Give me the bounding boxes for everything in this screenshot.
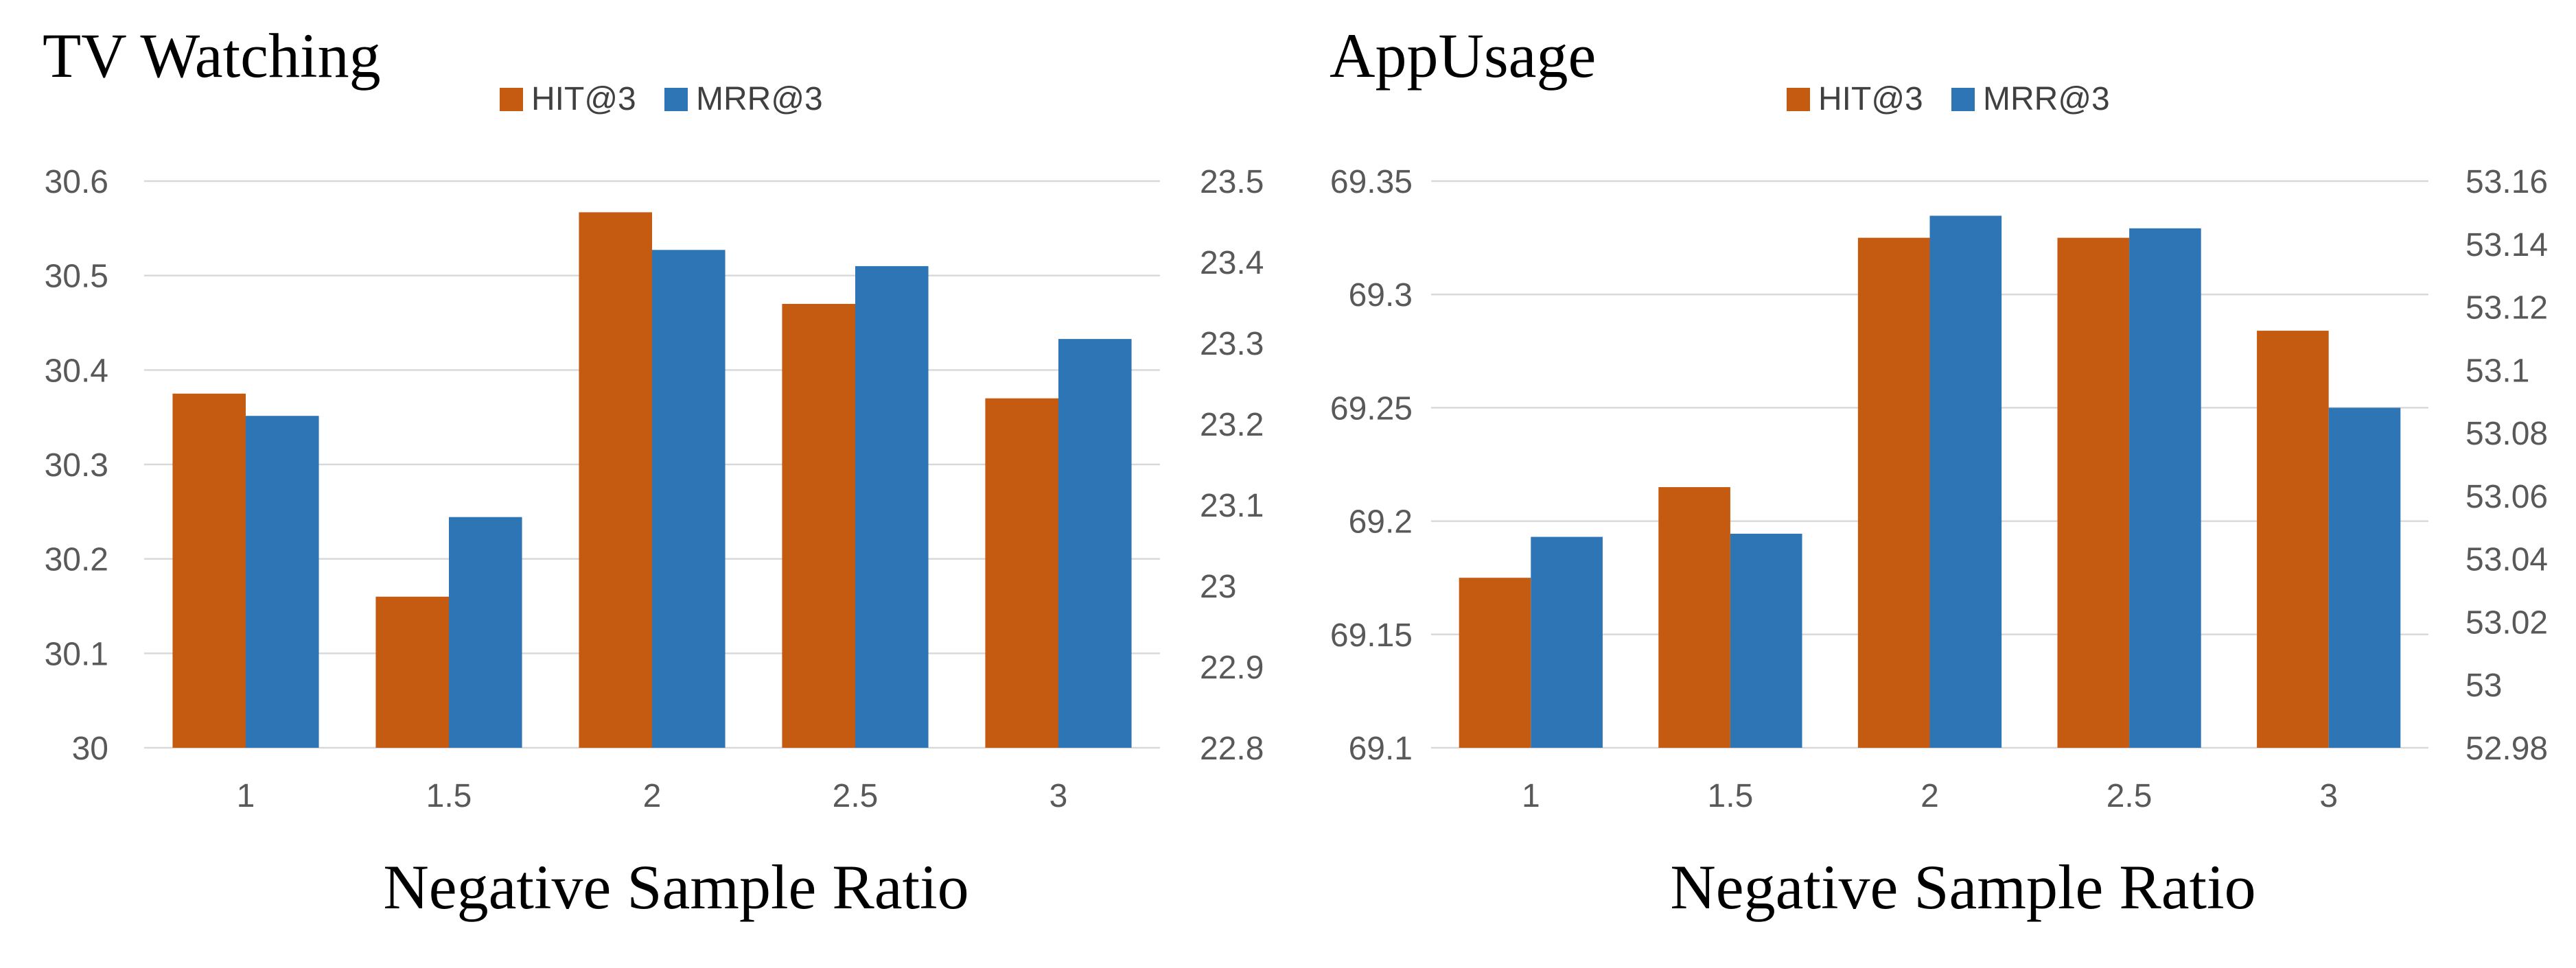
legend-swatch-mrr-at-3 <box>664 88 688 111</box>
legend-swatch-hit-at-3 <box>1787 88 1810 111</box>
y-left-tick-label: 30.5 <box>45 259 108 295</box>
y-left-tick-label: 69.35 <box>1330 164 1413 200</box>
y-left-tick-label: 69.3 <box>1349 277 1413 314</box>
bar-mrr-at-3-3 <box>2328 408 2401 748</box>
y-right-tick-label: 53.06 <box>2465 479 2548 515</box>
x-tick-label: 2.5 <box>2107 778 2153 814</box>
y-right-tick-label: 53.08 <box>2465 416 2548 452</box>
y-left-tick-label: 30 <box>72 731 108 767</box>
x-axis-label: Negative Sample Ratio <box>383 852 968 922</box>
y-right-tick-label: 22.9 <box>1200 650 1264 686</box>
y-right-tick-label: 22.8 <box>1200 731 1264 767</box>
x-tick-label: 1 <box>237 778 255 814</box>
y-left-tick-label: 30.1 <box>45 636 108 672</box>
y-right-tick-label: 53.14 <box>2465 227 2548 263</box>
bar-hit-at-3-2_5 <box>782 303 855 748</box>
y-left-tick-label: 30.3 <box>45 447 108 484</box>
y-left-tick-label: 69.1 <box>1349 731 1413 767</box>
y-right-tick-label: 53.04 <box>2465 542 2548 578</box>
x-tick-label: 1 <box>1522 778 1540 814</box>
y-right-tick-label: 53.02 <box>2465 604 2548 641</box>
x-axis-label: Negative Sample Ratio <box>1670 852 2255 922</box>
bar-mrr-at-3-2 <box>1929 215 2002 748</box>
y-right-tick-label: 23.1 <box>1200 488 1264 524</box>
bar-hit-at-3-3 <box>985 398 1058 748</box>
bar-hit-at-3-1 <box>1459 578 1531 748</box>
legend-swatch-hit-at-3 <box>500 88 523 111</box>
y-right-tick-label: 52.98 <box>2465 731 2548 767</box>
legend-label: MRR@3 <box>696 81 823 117</box>
y-right-tick-label: 23.4 <box>1200 245 1264 281</box>
bar-mrr-at-3-1_5 <box>1730 533 1802 748</box>
y-left-tick-label: 69.25 <box>1330 390 1413 427</box>
bar-mrr-at-3-2_5 <box>855 265 929 748</box>
x-tick-label: 3 <box>1049 778 1068 814</box>
chart-panel-tv-watching: 3030.130.230.330.430.530.622.822.92323.1… <box>43 21 1264 922</box>
chart-title: TV Watching <box>43 21 381 91</box>
bar-mrr-at-3-2 <box>652 250 726 748</box>
legend: HIT@3 MRR@3 <box>500 81 823 117</box>
bar-hit-at-3-1_5 <box>375 596 449 748</box>
chart-panel-appusage: 69.1 69.15 69.2 69.25 69.3 69.35 52.98 53 53.02 5… <box>1330 21 2548 922</box>
legend: HIT@3 MRR@3 <box>1787 81 2110 117</box>
bar-hit-at-3-1_5 <box>1658 487 1730 748</box>
bar-mrr-at-3-1_5 <box>449 517 522 748</box>
bar-hit-at-3-2_5 <box>2057 237 2130 748</box>
y-right-tick-label: 23.2 <box>1200 407 1264 443</box>
legend-swatch-mrr-at-3 <box>1951 88 1975 111</box>
x-tick-label: 2.5 <box>833 778 879 814</box>
bar-hit-at-3-3 <box>2257 331 2329 748</box>
legend-label: MRR@3 <box>1983 81 2110 117</box>
x-tick-label: 1.5 <box>1708 778 1754 814</box>
y-right-tick-label: 23.5 <box>1200 164 1264 200</box>
x-tick-label: 2 <box>643 778 662 814</box>
x-tick-label: 3 <box>2319 778 2338 814</box>
bar-mrr-at-3-2_5 <box>2129 228 2201 748</box>
y-right-tick-label: 53.16 <box>2465 164 2548 200</box>
y-right-tick-label: 53.12 <box>2465 290 2548 327</box>
y-left-tick-label: 69.15 <box>1330 617 1413 654</box>
bar-mrr-at-3-3 <box>1058 339 1132 748</box>
legend-label: HIT@3 <box>1818 81 1923 117</box>
bar-hit-at-3-1 <box>172 393 246 748</box>
y-right-tick-label: 53 <box>2465 668 2502 704</box>
bar-mrr-at-3-1 <box>1531 536 1603 748</box>
bar-mrr-at-3-1 <box>246 416 319 748</box>
legend-label: HIT@3 <box>531 81 636 117</box>
x-tick-label: 2 <box>1921 778 1939 814</box>
y-left-tick-label: 30.6 <box>45 164 108 200</box>
y-left-tick-label: 69.2 <box>1349 504 1413 541</box>
y-left-tick-label: 30.2 <box>45 542 108 578</box>
chart-title: AppUsage <box>1330 21 1596 91</box>
bar-hit-at-3-2 <box>1857 237 1930 748</box>
y-left-tick-label: 30.4 <box>45 353 108 389</box>
bar-hit-at-3-2 <box>579 212 652 748</box>
y-right-tick-label: 23.3 <box>1200 326 1264 362</box>
x-tick-label: 1.5 <box>426 778 472 814</box>
y-right-tick-label: 23 <box>1200 569 1236 605</box>
y-right-tick-label: 53.1 <box>2465 353 2529 389</box>
